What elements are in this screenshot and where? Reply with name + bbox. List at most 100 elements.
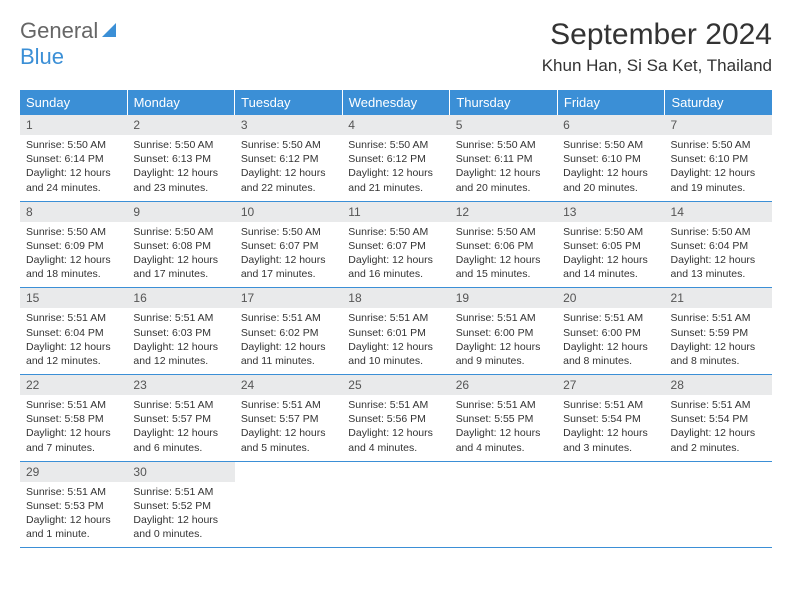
day-number: 30 [127,462,234,482]
day-number: 7 [665,115,772,135]
sunrise-text: Sunrise: 5:50 AM [665,138,772,152]
sunrise-text: Sunrise: 5:51 AM [665,311,772,325]
sunset-text: Sunset: 6:02 PM [235,326,342,340]
header: General Blue September 2024 Khun Han, Si… [20,18,772,76]
daylight-text: Daylight: 12 hours [235,166,342,180]
sunset-text: Sunset: 6:00 PM [450,326,557,340]
calendar-cell: 6Sunrise: 5:50 AMSunset: 6:10 PMDaylight… [557,115,664,201]
daylight-text: and 16 minutes. [342,267,449,281]
calendar-cell: 19Sunrise: 5:51 AMSunset: 6:00 PMDayligh… [450,288,557,374]
daylight-text: and 5 minutes. [235,441,342,455]
day-number: 2 [127,115,234,135]
daylight-text: Daylight: 12 hours [557,253,664,267]
calendar-cell: 21Sunrise: 5:51 AMSunset: 5:59 PMDayligh… [665,288,772,374]
calendar-week: 8Sunrise: 5:50 AMSunset: 6:09 PMDaylight… [20,202,772,289]
calendar-week: 29Sunrise: 5:51 AMSunset: 5:53 PMDayligh… [20,462,772,549]
calendar-cell: 20Sunrise: 5:51 AMSunset: 6:00 PMDayligh… [557,288,664,374]
daylight-text: and 6 minutes. [127,441,234,455]
daylight-text: and 22 minutes. [235,181,342,195]
calendar-cell: 30 Sunrise: 5:51 AMSunset: 5:52 PMDayligh… [127,462,234,548]
calendar-cell: 8Sunrise: 5:50 AMSunset: 6:09 PMDaylight… [20,202,127,288]
daylight-text: Daylight: 12 hours [557,166,664,180]
daylight-text: Daylight: 12 hours [342,253,449,267]
sunset-text: Sunset: 5:53 PM [20,499,127,513]
sunrise-text: Sunrise: 5:50 AM [665,225,772,239]
sunset-text: Sunset: 5:52 PM [127,499,234,513]
calendar-cell [342,462,449,548]
sunset-text: Sunset: 6:11 PM [450,152,557,166]
dayname-header: Monday [128,90,236,115]
daylight-text: Daylight: 12 hours [342,166,449,180]
sunrise-text: Sunrise: 5:51 AM [127,485,234,499]
daylight-text: and 9 minutes. [450,354,557,368]
daylight-text: Daylight: 12 hours [450,340,557,354]
dayname-header: Wednesday [343,90,451,115]
daylight-text: Daylight: 12 hours [127,513,234,527]
calendar-cell [665,462,772,548]
location: Khun Han, Si Sa Ket, Thailand [542,56,772,76]
sunrise-text: Sunrise: 5:51 AM [557,398,664,412]
daylight-text: Daylight: 12 hours [20,166,127,180]
daylight-text: and 18 minutes. [20,267,127,281]
calendar-week: 1Sunrise: 5:50 AMSunset: 6:14 PMDaylight… [20,115,772,202]
sunrise-text: Sunrise: 5:50 AM [235,225,342,239]
sunset-text: Sunset: 5:55 PM [450,412,557,426]
sunrise-text: Sunrise: 5:50 AM [342,225,449,239]
daylight-text: Daylight: 12 hours [20,340,127,354]
day-number: 3 [235,115,342,135]
daylight-text: Daylight: 12 hours [127,166,234,180]
sunrise-text: Sunrise: 5:50 AM [450,138,557,152]
day-number: 29 [20,462,127,482]
sunrise-text: Sunrise: 5:51 AM [20,398,127,412]
sunrise-text: Sunrise: 5:50 AM [450,225,557,239]
sunset-text: Sunset: 6:09 PM [20,239,127,253]
dayname-row: SundayMondayTuesdayWednesdayThursdayFrid… [20,90,772,115]
sunset-text: Sunset: 5:56 PM [342,412,449,426]
daylight-text: and 19 minutes. [665,181,772,195]
dayname-header: Sunday [20,90,128,115]
day-number: 22 [20,375,127,395]
calendar-cell: 15Sunrise: 5:51 AMSunset: 6:04 PMDayligh… [20,288,127,374]
sunrise-text: Sunrise: 5:50 AM [20,225,127,239]
daylight-text: Daylight: 12 hours [127,340,234,354]
day-number: 27 [557,375,664,395]
daylight-text: and 14 minutes. [557,267,664,281]
logo: General Blue [20,18,120,70]
day-number: 19 [450,288,557,308]
daylight-text: and 12 minutes. [127,354,234,368]
month-title: September 2024 [542,18,772,52]
daylight-text: Daylight: 12 hours [127,426,234,440]
sunset-text: Sunset: 6:03 PM [127,326,234,340]
daylight-text: Daylight: 12 hours [127,253,234,267]
calendar-cell: 22Sunrise: 5:51 AMSunset: 5:58 PMDayligh… [20,375,127,461]
daylight-text: and 21 minutes. [342,181,449,195]
calendar-cell: 28Sunrise: 5:51 AMSunset: 5:54 PMDayligh… [665,375,772,461]
day-number: 23 [127,375,234,395]
daylight-text: Daylight: 12 hours [235,426,342,440]
daylight-text: Daylight: 12 hours [235,340,342,354]
calendar-cell: 23Sunrise: 5:51 AMSunset: 5:57 PMDayligh… [127,375,234,461]
sunset-text: Sunset: 6:14 PM [20,152,127,166]
sunset-text: Sunset: 6:08 PM [127,239,234,253]
day-number: 9 [127,202,234,222]
calendar-cell: 16Sunrise: 5:51 AMSunset: 6:03 PMDayligh… [127,288,234,374]
sunset-text: Sunset: 5:54 PM [557,412,664,426]
calendar-cell: 29Sunrise: 5:51 AMSunset: 5:53 PMDayligh… [20,462,127,548]
sunrise-text: Sunrise: 5:50 AM [557,225,664,239]
daylight-text: and 8 minutes. [557,354,664,368]
daylight-text: and 13 minutes. [665,267,772,281]
day-number: 11 [342,202,449,222]
sunrise-text: Sunrise: 5:50 AM [127,225,234,239]
daylight-text: and 1 minute. [20,527,127,541]
sunrise-text: Sunrise: 5:51 AM [127,311,234,325]
calendar-cell: 27Sunrise: 5:51 AMSunset: 5:54 PMDayligh… [557,375,664,461]
logo-text: General Blue [20,18,120,70]
daylight-text: Daylight: 12 hours [665,426,772,440]
day-number: 6 [557,115,664,135]
sunset-text: Sunset: 6:00 PM [557,326,664,340]
daylight-text: and 4 minutes. [342,441,449,455]
daylight-text: and 8 minutes. [665,354,772,368]
sunset-text: Sunset: 6:04 PM [665,239,772,253]
calendar-cell: 24Sunrise: 5:51 AMSunset: 5:57 PMDayligh… [235,375,342,461]
sunrise-text: Sunrise: 5:51 AM [342,311,449,325]
